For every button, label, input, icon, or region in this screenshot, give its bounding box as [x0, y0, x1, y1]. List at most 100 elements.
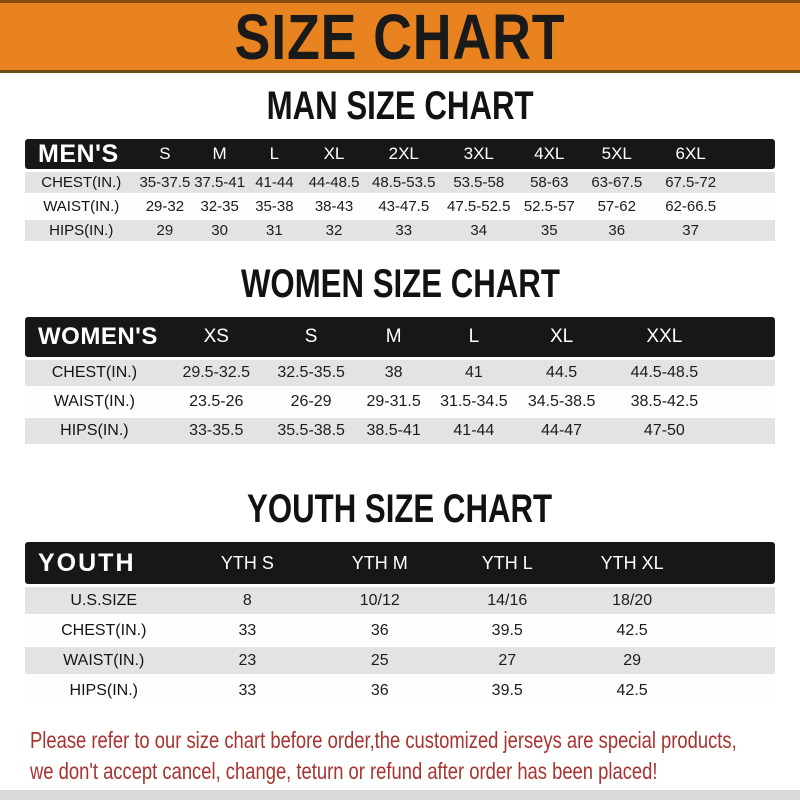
table-row: CHEST(IN.) 35-37.5 37.5-41 41-44 44-48.5…	[25, 172, 775, 193]
men-header-row: MEN'S S M L XL 2XL 3XL 4XL 5XL 6XL	[25, 139, 775, 169]
measurement-cell: 38.5-42.5	[609, 389, 720, 415]
size-column-header: L	[247, 139, 302, 169]
filler-cell	[730, 196, 775, 217]
measurement-cell: 37.5-41	[192, 172, 247, 193]
measurement-cell: 29.5-32.5	[163, 360, 269, 386]
note-line-2: we don't accept cancel, change, teturn o…	[30, 758, 658, 784]
women-header-row: WOMEN'S XS S M L XL XXL	[25, 317, 775, 357]
measurement-cell: 34.5-38.5	[514, 389, 610, 415]
row-label: HIPS(IN.)	[25, 220, 138, 241]
measurement-cell: 35	[516, 220, 583, 241]
size-column-header: YTH S	[182, 542, 313, 584]
measurement-cell: 41-44	[433, 418, 514, 444]
measurement-cell: 35-37.5	[137, 172, 193, 193]
measurement-cell: 35.5-38.5	[268, 418, 354, 444]
measurement-cell: 47-50	[609, 418, 720, 444]
filler-cell	[696, 677, 775, 704]
measurement-cell: 57-62	[582, 196, 652, 217]
size-column-header: YTH M	[312, 542, 448, 584]
men-section-heading: MAN SIZE CHART	[0, 84, 800, 128]
banner: SIZE CHART	[0, 0, 800, 73]
size-column-header: XS	[163, 317, 269, 357]
size-column-header: 6XL	[651, 139, 730, 169]
row-label: WAIST(IN.)	[25, 647, 183, 674]
measurement-cell: 36	[312, 617, 448, 644]
filler-cell	[696, 587, 775, 614]
size-column-header: YTH L	[447, 542, 568, 584]
youth-section: YOUTH SIZE CHART YOUTH YTH S YTH M YTH L…	[0, 487, 800, 707]
note-line-1: Please refer to our size chart before or…	[30, 727, 737, 753]
measurement-cell: 14/16	[447, 587, 568, 614]
measurement-cell: 23	[182, 647, 313, 674]
size-column-header: M	[353, 317, 434, 357]
measurement-cell: 33-35.5	[163, 418, 269, 444]
row-label: U.S.SIZE	[25, 587, 183, 614]
size-column-header: 5XL	[582, 139, 652, 169]
measurement-cell: 42.5	[567, 677, 697, 704]
measurement-cell: 43-47.5	[366, 196, 442, 217]
women-size-table: WOMEN'S XS S M L XL XXL CHEST(IN.) 29.5-…	[25, 314, 775, 447]
men-section-heading-text: MAN SIZE CHART	[266, 84, 534, 128]
measurement-cell: 33	[182, 677, 313, 704]
measurement-cell: 39.5	[447, 677, 568, 704]
measurement-cell: 32-35	[192, 196, 247, 217]
youth-section-heading-text: YOUTH SIZE CHART	[247, 487, 553, 531]
measurement-cell: 30	[192, 220, 247, 241]
bottom-strip	[0, 790, 800, 800]
footer-note: Please refer to our size chart before or…	[0, 725, 800, 787]
row-label: CHEST(IN.)	[25, 617, 183, 644]
women-section: WOMEN SIZE CHART WOMEN'S XS S M L XL XXL…	[0, 262, 800, 447]
measurement-cell: 38-43	[301, 196, 367, 217]
measurement-cell: 37	[651, 220, 730, 241]
measurement-cell: 33	[366, 220, 442, 241]
page-title: SIZE CHART	[234, 0, 566, 73]
table-row: HIPS(IN.) 29 30 31 32 33 34 35 36 37	[25, 220, 775, 241]
women-table-label: WOMEN'S	[25, 317, 164, 357]
measurement-cell: 32.5-35.5	[268, 360, 354, 386]
table-row: WAIST(IN.) 29-32 32-35 35-38 38-43 43-47…	[25, 196, 775, 217]
table-row: HIPS(IN.) 33-35.5 35.5-38.5 38.5-41 41-4…	[25, 418, 775, 444]
women-section-heading: WOMEN SIZE CHART	[0, 262, 800, 306]
measurement-cell: 34	[441, 220, 517, 241]
youth-section-heading: YOUTH SIZE CHART	[0, 487, 800, 531]
size-column-header: XXL	[609, 317, 720, 357]
measurement-cell: 26-29	[268, 389, 354, 415]
filler-cell	[719, 360, 775, 386]
filler-cell	[696, 617, 775, 644]
measurement-cell: 31.5-34.5	[433, 389, 514, 415]
table-row: CHEST(IN.) 29.5-32.5 32.5-35.5 38 41 44.…	[25, 360, 775, 386]
youth-size-table: YOUTH YTH S YTH M YTH L YTH XL U.S.SIZE …	[25, 539, 775, 707]
table-row: U.S.SIZE 8 10/12 14/16 18/20	[25, 587, 775, 614]
row-label: WAIST(IN.)	[25, 389, 164, 415]
measurement-cell: 32	[301, 220, 367, 241]
measurement-cell: 58-63	[516, 172, 583, 193]
table-row: CHEST(IN.) 33 36 39.5 42.5	[25, 617, 775, 644]
size-column-header: YTH XL	[567, 542, 697, 584]
measurement-cell: 44.5-48.5	[609, 360, 720, 386]
measurement-cell: 27	[447, 647, 568, 674]
measurement-cell: 41-44	[247, 172, 302, 193]
measurement-cell: 53.5-58	[441, 172, 517, 193]
measurement-cell: 42.5	[567, 617, 697, 644]
youth-table-label: YOUTH	[25, 542, 183, 584]
row-label: HIPS(IN.)	[25, 418, 164, 444]
size-column-header: XL	[514, 317, 610, 357]
measurement-cell: 47.5-52.5	[441, 196, 517, 217]
measurement-cell: 39.5	[447, 617, 568, 644]
table-row: WAIST(IN.) 23 25 27 29	[25, 647, 775, 674]
men-table-label: MEN'S	[25, 139, 138, 169]
filler-cell	[730, 172, 775, 193]
youth-header-row: YOUTH YTH S YTH M YTH L YTH XL	[25, 542, 775, 584]
men-size-table: MEN'S S M L XL 2XL 3XL 4XL 5XL 6XL CHEST…	[25, 136, 775, 244]
women-section-heading-text: WOMEN SIZE CHART	[240, 262, 560, 306]
measurement-cell: 29-32	[137, 196, 193, 217]
measurement-cell: 35-38	[247, 196, 302, 217]
size-column-header: L	[433, 317, 514, 357]
filler-cell	[719, 418, 775, 444]
size-column-header: 3XL	[441, 139, 517, 169]
filler-cell	[719, 389, 775, 415]
measurement-cell: 62-66.5	[651, 196, 730, 217]
measurement-cell: 52.5-57	[516, 196, 583, 217]
size-column-header: 4XL	[516, 139, 583, 169]
